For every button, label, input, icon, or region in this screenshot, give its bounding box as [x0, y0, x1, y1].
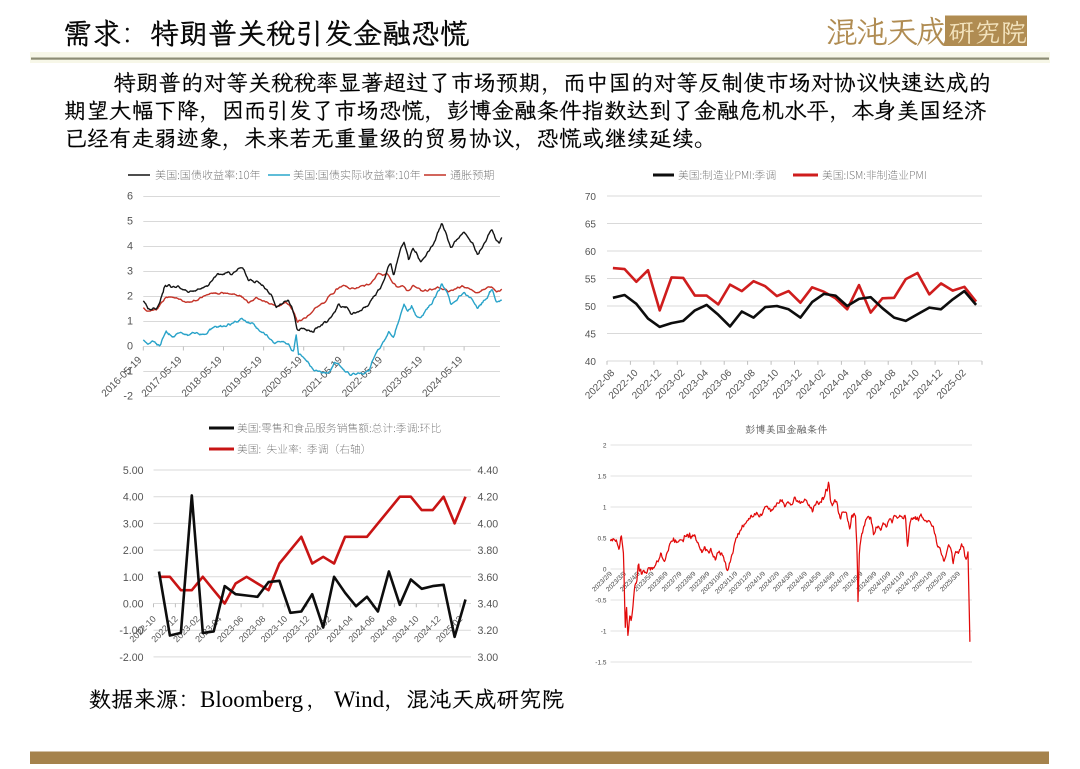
svg-text:40: 40	[585, 357, 597, 368]
svg-text:6: 6	[127, 191, 133, 203]
svg-text:Wind: Wind	[334, 687, 385, 712]
svg-text:70: 70	[585, 192, 597, 203]
svg-text:3.80: 3.80	[478, 545, 499, 557]
svg-text:-0.5: -0.5	[595, 598, 607, 605]
svg-text:60: 60	[585, 247, 597, 258]
svg-text:0.5: 0.5	[597, 536, 606, 543]
svg-text:4.00: 4.00	[478, 518, 499, 530]
svg-text:0: 0	[603, 567, 607, 574]
svg-text:1: 1	[603, 505, 607, 512]
svg-text:3.40: 3.40	[478, 599, 499, 611]
svg-text:1: 1	[127, 316, 133, 328]
svg-text:55: 55	[585, 275, 597, 286]
svg-text:3.20: 3.20	[478, 625, 499, 637]
svg-text:5.00: 5.00	[123, 465, 144, 477]
svg-text:2: 2	[127, 291, 133, 303]
svg-text:3: 3	[127, 266, 133, 278]
svg-text:3.60: 3.60	[478, 572, 499, 584]
svg-text:45: 45	[585, 330, 597, 341]
svg-text:1.5: 1.5	[597, 474, 606, 481]
svg-text:3.00: 3.00	[478, 652, 499, 664]
svg-text:65: 65	[585, 220, 597, 231]
svg-text:-2: -2	[123, 391, 133, 403]
svg-text:0: 0	[127, 341, 133, 353]
svg-text:Bloomberg: Bloomberg	[200, 687, 304, 712]
svg-text:50: 50	[585, 302, 597, 313]
svg-text:4.20: 4.20	[478, 492, 499, 504]
svg-text:2: 2	[603, 443, 607, 450]
svg-text:-1: -1	[601, 629, 607, 636]
svg-text:5: 5	[127, 216, 133, 228]
svg-text:3.00: 3.00	[123, 518, 144, 530]
svg-text:4.40: 4.40	[478, 465, 499, 477]
svg-text:-1.5: -1.5	[595, 660, 607, 667]
svg-text:-2.00: -2.00	[119, 652, 143, 664]
svg-text:-1: -1	[123, 366, 133, 378]
svg-text:1.00: 1.00	[123, 572, 144, 584]
svg-text:4.00: 4.00	[123, 492, 144, 504]
svg-text:2.00: 2.00	[123, 545, 144, 557]
svg-text:0.00: 0.00	[123, 599, 144, 611]
svg-text:4: 4	[127, 241, 133, 253]
svg-text:-1.00: -1.00	[119, 625, 143, 637]
